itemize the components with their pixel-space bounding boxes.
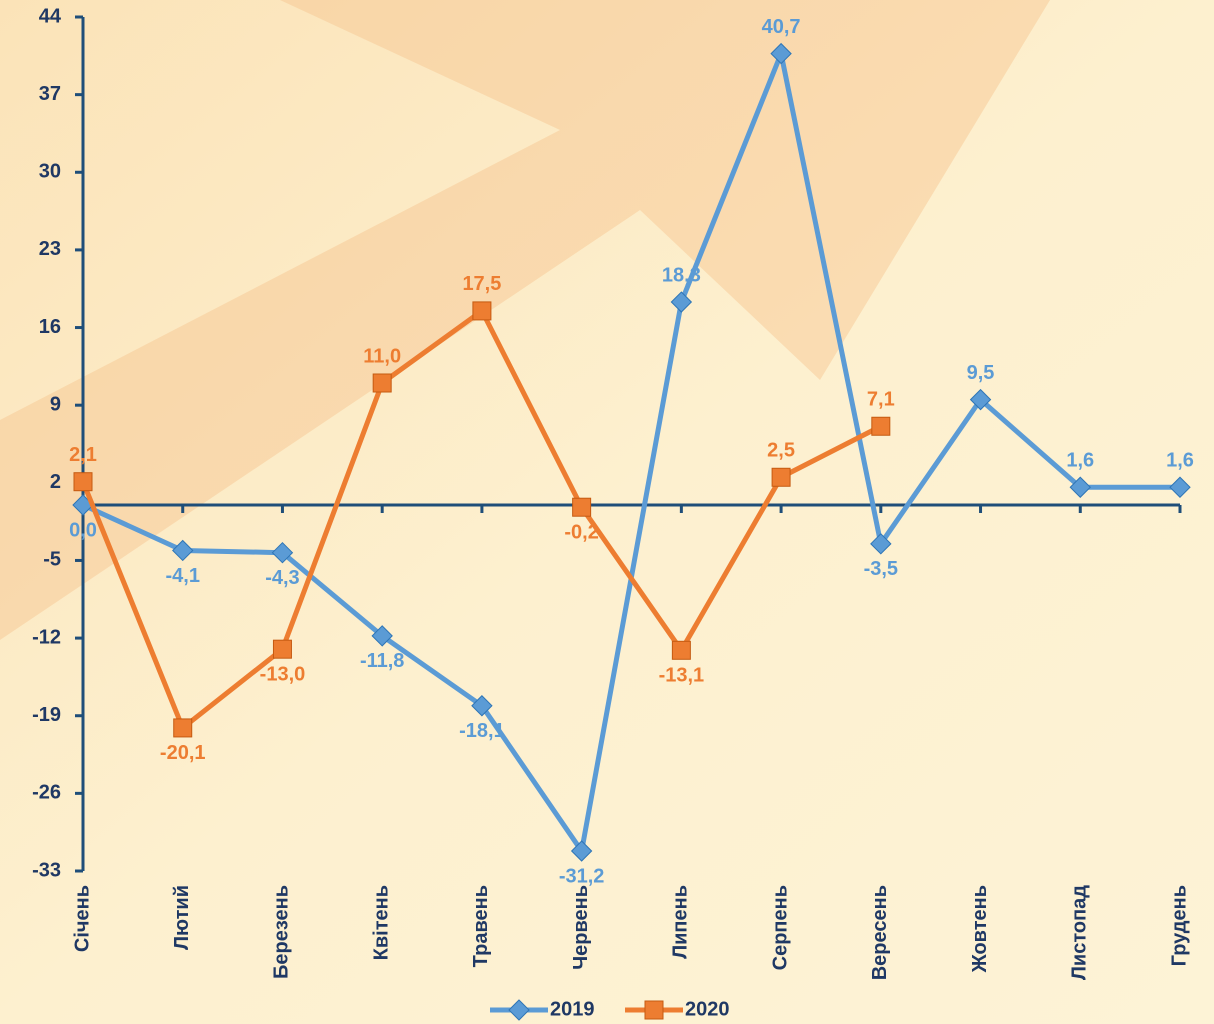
y-tick-label: -5 bbox=[43, 549, 61, 571]
data-label: 9,5 bbox=[967, 362, 995, 384]
data-label: 0,0 bbox=[69, 519, 97, 541]
point bbox=[872, 417, 890, 435]
point bbox=[74, 473, 92, 491]
point bbox=[174, 719, 192, 737]
point bbox=[373, 374, 391, 392]
x-tick-label: Лютий bbox=[171, 885, 193, 950]
data-label: -20,1 bbox=[160, 742, 206, 764]
data-label: 1,6 bbox=[1066, 450, 1094, 472]
y-tick-label: 2 bbox=[50, 471, 61, 493]
data-label: -4,3 bbox=[265, 567, 299, 589]
y-tick-label: -33 bbox=[32, 859, 61, 881]
y-tick-label: 16 bbox=[39, 316, 61, 338]
legend-label: 2019 bbox=[550, 998, 595, 1020]
y-tick-label: 30 bbox=[39, 161, 61, 183]
data-label: 1,6 bbox=[1166, 450, 1194, 472]
y-tick-label: -12 bbox=[32, 626, 61, 648]
x-tick-label: Квітень bbox=[370, 885, 392, 960]
point bbox=[645, 1001, 663, 1019]
data-label: -0,2 bbox=[564, 521, 598, 543]
x-tick-label: Травень bbox=[470, 885, 492, 967]
legend-label: 2020 bbox=[685, 998, 730, 1020]
x-tick-label: Липень bbox=[670, 885, 692, 959]
data-label: -31,2 bbox=[559, 865, 605, 887]
data-label: -11,8 bbox=[360, 650, 404, 672]
data-label: -3,5 bbox=[864, 558, 898, 580]
data-label: 17,5 bbox=[462, 273, 501, 295]
data-label: -13,0 bbox=[260, 663, 306, 685]
x-tick-label: Січень bbox=[71, 885, 93, 952]
x-tick-label: Березень bbox=[271, 885, 293, 979]
x-tick-label: Листопад bbox=[1069, 885, 1091, 980]
point bbox=[473, 302, 491, 320]
chart: -33 -26 -19 -12 -5 2 9 16 23 30 37 44 Січень Лютий Бер… bbox=[0, 0, 1214, 1024]
y-tick-label: 23 bbox=[39, 238, 61, 260]
x-tick-label: Червень bbox=[570, 885, 592, 970]
point bbox=[672, 641, 690, 659]
point bbox=[573, 498, 591, 516]
data-label: 18,3 bbox=[662, 264, 701, 286]
data-label: 7,1 bbox=[867, 389, 895, 411]
data-label: -13,1 bbox=[659, 665, 705, 687]
y-tick-label: -26 bbox=[32, 782, 61, 804]
data-label: -18,1 bbox=[459, 720, 505, 742]
y-tick-label: 37 bbox=[39, 83, 61, 105]
x-tick-label: Жовтень bbox=[969, 885, 991, 973]
data-label: 2,5 bbox=[767, 440, 795, 462]
data-label: 40,7 bbox=[762, 16, 801, 38]
data-label: -4,1 bbox=[165, 565, 199, 587]
x-tick-label: Вересень bbox=[869, 885, 891, 980]
y-tick-label: -19 bbox=[32, 704, 61, 726]
point bbox=[772, 468, 790, 486]
data-label: 2,1 bbox=[69, 444, 97, 466]
data-label: 11,0 bbox=[363, 345, 401, 367]
y-tick-label: 9 bbox=[50, 393, 61, 415]
y-tick-label: 44 bbox=[39, 5, 62, 27]
x-tick-label: Серпень bbox=[769, 885, 791, 970]
point bbox=[273, 640, 291, 658]
x-tick-label: Грудень bbox=[1168, 885, 1190, 966]
